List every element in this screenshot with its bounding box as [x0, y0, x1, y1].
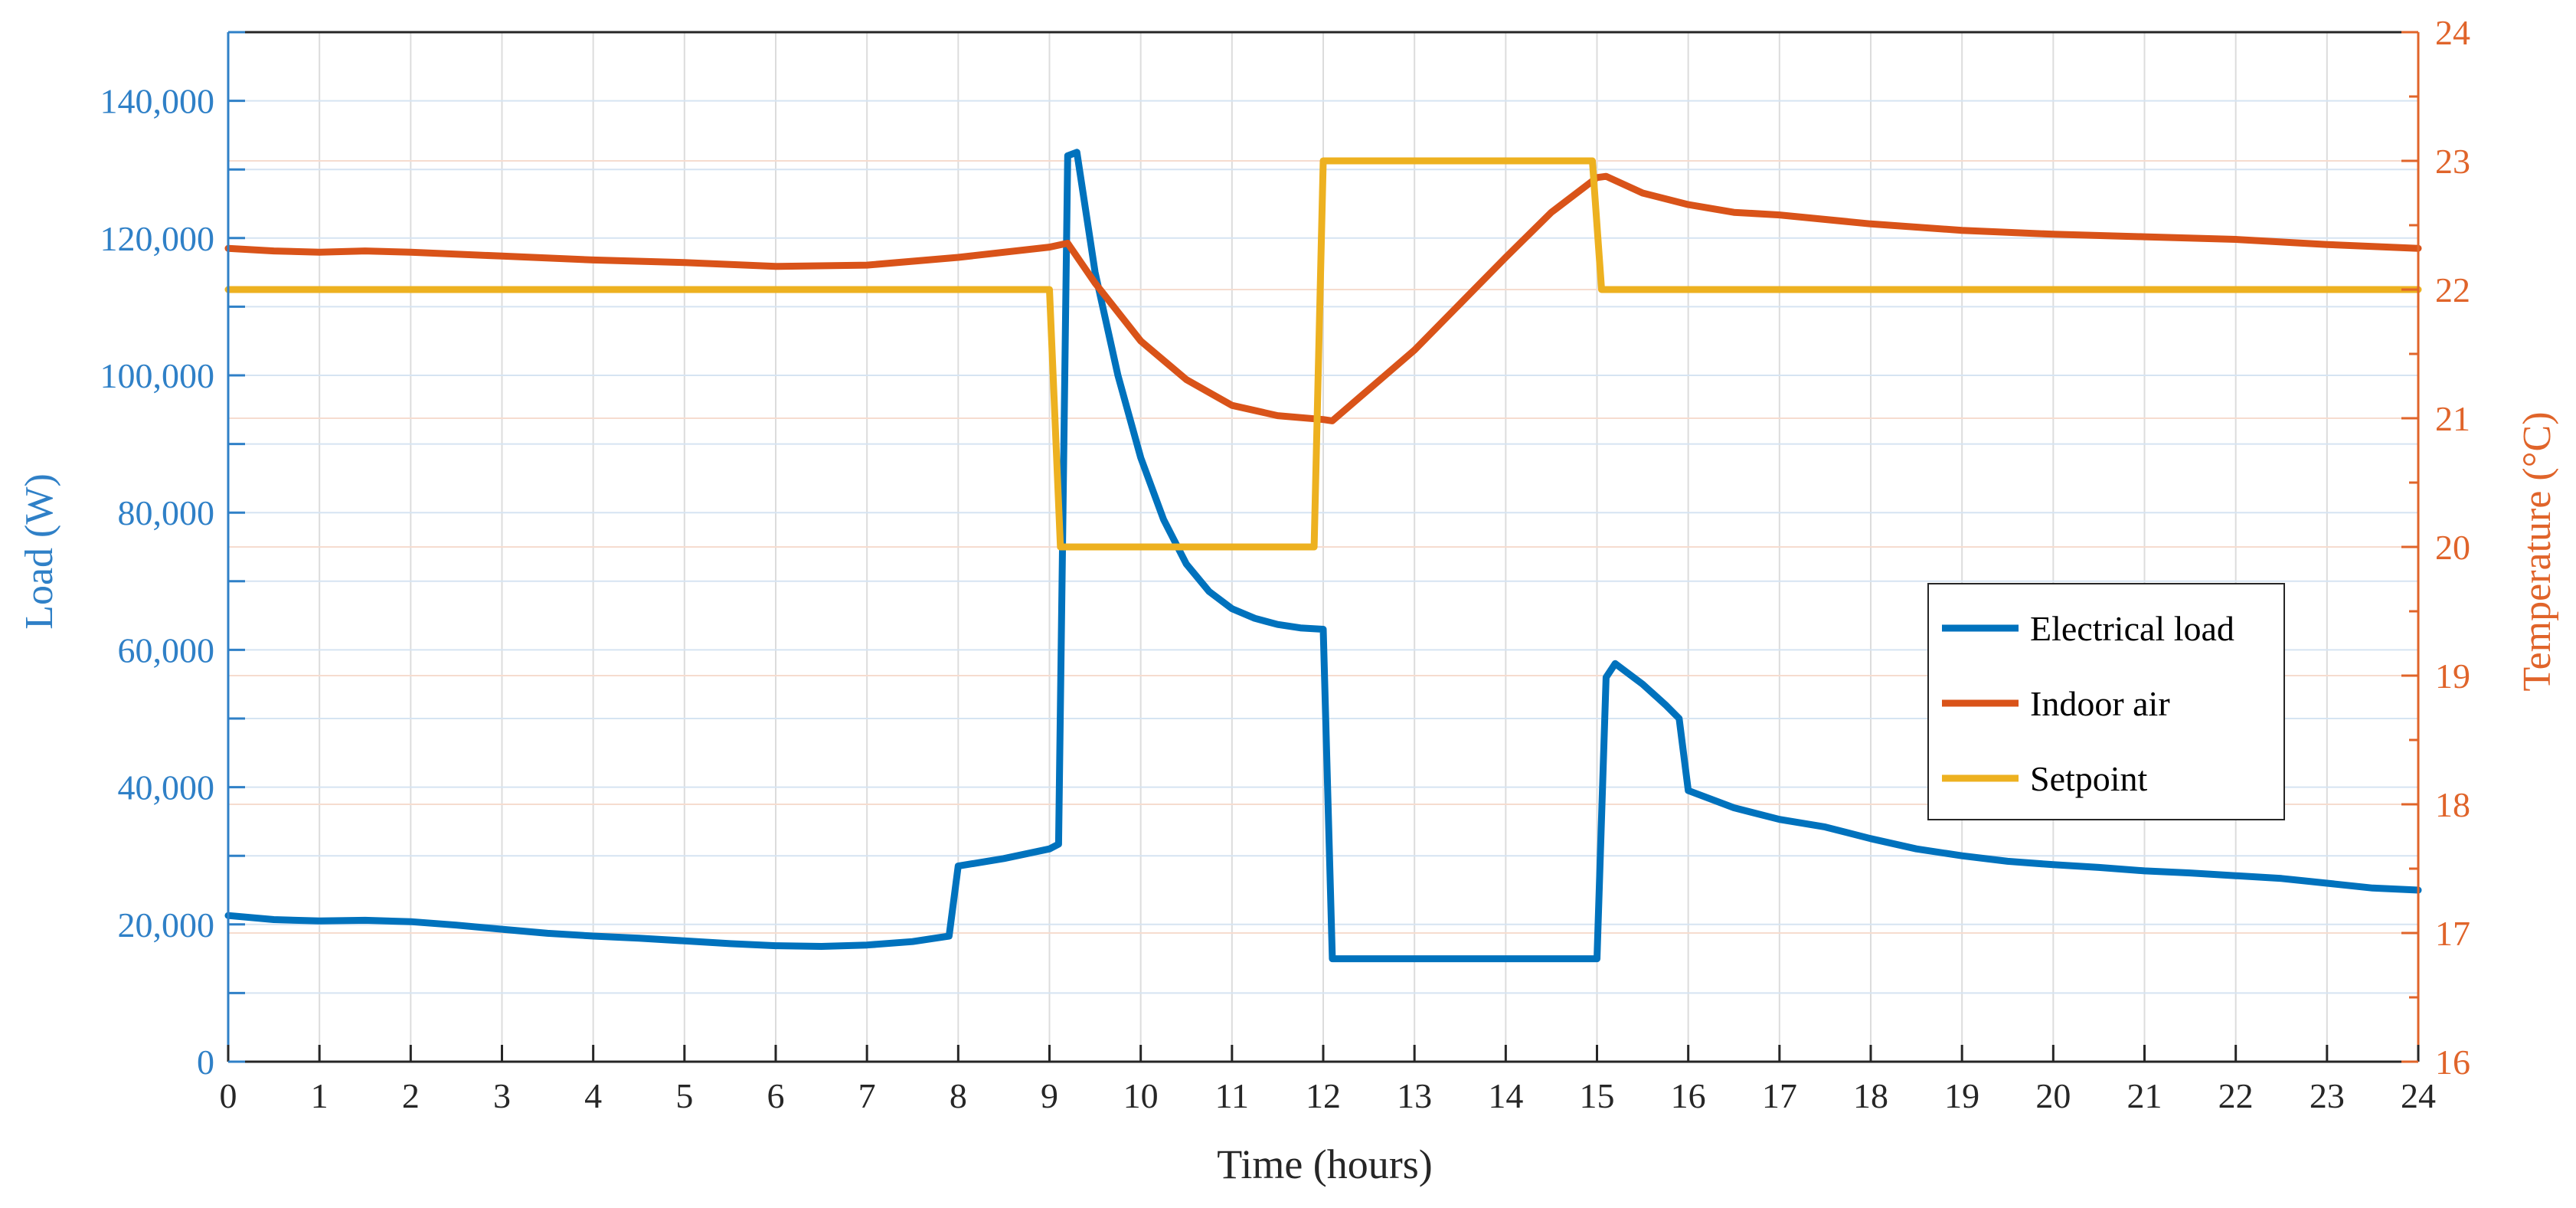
- ticks: 0 1 2 3 4 5 6 7 8 9 10 11 12 13 14 15 16 17 18 19 20 21 22 23 24…: [100, 13, 2471, 1115]
- x-tick-label: 20: [2035, 1076, 2071, 1115]
- x-tick-label: 1: [311, 1076, 329, 1115]
- x-axis-label: Time (hours): [1217, 1141, 1433, 1187]
- x-tick-label: 24: [2401, 1076, 2436, 1115]
- x-tick-label: 23: [2310, 1076, 2345, 1115]
- y-right-tick-label: 19: [2435, 656, 2470, 696]
- x-tick-label: 12: [1306, 1076, 1341, 1115]
- x-tick-label: 21: [2127, 1076, 2162, 1115]
- x-tick-label: 11: [1215, 1076, 1249, 1115]
- series-line-electrical-load: [224, 149, 2422, 963]
- y-left-tick-label: 20,000: [118, 905, 215, 944]
- x-tick-label: 10: [1123, 1076, 1159, 1115]
- y-right-tick-label: 21: [2435, 399, 2470, 438]
- x-tick-label: 15: [1580, 1076, 1615, 1115]
- y-right-tick-label: 17: [2435, 914, 2470, 953]
- legend-label-setpoint: Setpoint: [2030, 759, 2148, 798]
- x-tick-label: 14: [1488, 1076, 1523, 1115]
- x-tick-label: 0: [220, 1076, 237, 1115]
- x-tick-label: 22: [2218, 1076, 2254, 1115]
- legend-label-electrical-load: Electrical load: [2030, 609, 2234, 648]
- y-right-tick-label: 18: [2435, 785, 2470, 824]
- x-tick-label: 2: [402, 1076, 420, 1115]
- x-tick-label: 16: [1671, 1076, 1706, 1115]
- x-tick-label: 3: [493, 1076, 511, 1115]
- x-tick-label: 18: [1853, 1076, 1888, 1115]
- y-left-tick-label: 100,000: [100, 356, 215, 395]
- y-left-tick-label: 40,000: [118, 768, 215, 807]
- y-right-axis-label: Temperature (°C): [2516, 411, 2559, 691]
- y-right-tick-label: 20: [2435, 528, 2470, 567]
- series-line-indoor-air: [224, 172, 2422, 424]
- legend-label-indoor-air: Indoor air: [2030, 684, 2170, 723]
- x-tick-label: 5: [675, 1076, 693, 1115]
- y-right-tick-label: 22: [2435, 270, 2470, 309]
- y-left-tick-label: 60,000: [118, 630, 215, 669]
- x-tick-label: 4: [584, 1076, 602, 1115]
- x-tick-label: 6: [767, 1076, 785, 1115]
- y-right-tick-label: 23: [2435, 142, 2470, 181]
- series-layer: [224, 149, 2422, 963]
- series-line-setpoint: [224, 157, 2422, 551]
- y-right-tick-label: 24: [2435, 13, 2470, 52]
- y-left-tick-label: 0: [197, 1043, 214, 1082]
- y-left-tick-label: 80,000: [118, 493, 215, 532]
- x-tick-label: 8: [950, 1076, 967, 1115]
- x-tick-label: 9: [1041, 1076, 1058, 1115]
- x-tick-label: 17: [1762, 1076, 1797, 1115]
- y-left-tick-label: 120,000: [100, 219, 215, 258]
- x-tick-label: 13: [1397, 1076, 1432, 1115]
- y-right-tick-label: 16: [2435, 1043, 2470, 1082]
- legend: Electrical load Indoor air Setpoint: [1927, 583, 2285, 820]
- x-tick-label: 7: [858, 1076, 876, 1115]
- y-left-tick-label: 140,000: [100, 82, 215, 121]
- x-tick-label: 19: [1944, 1076, 1979, 1115]
- y-left-axis-label: Load (W): [18, 473, 61, 630]
